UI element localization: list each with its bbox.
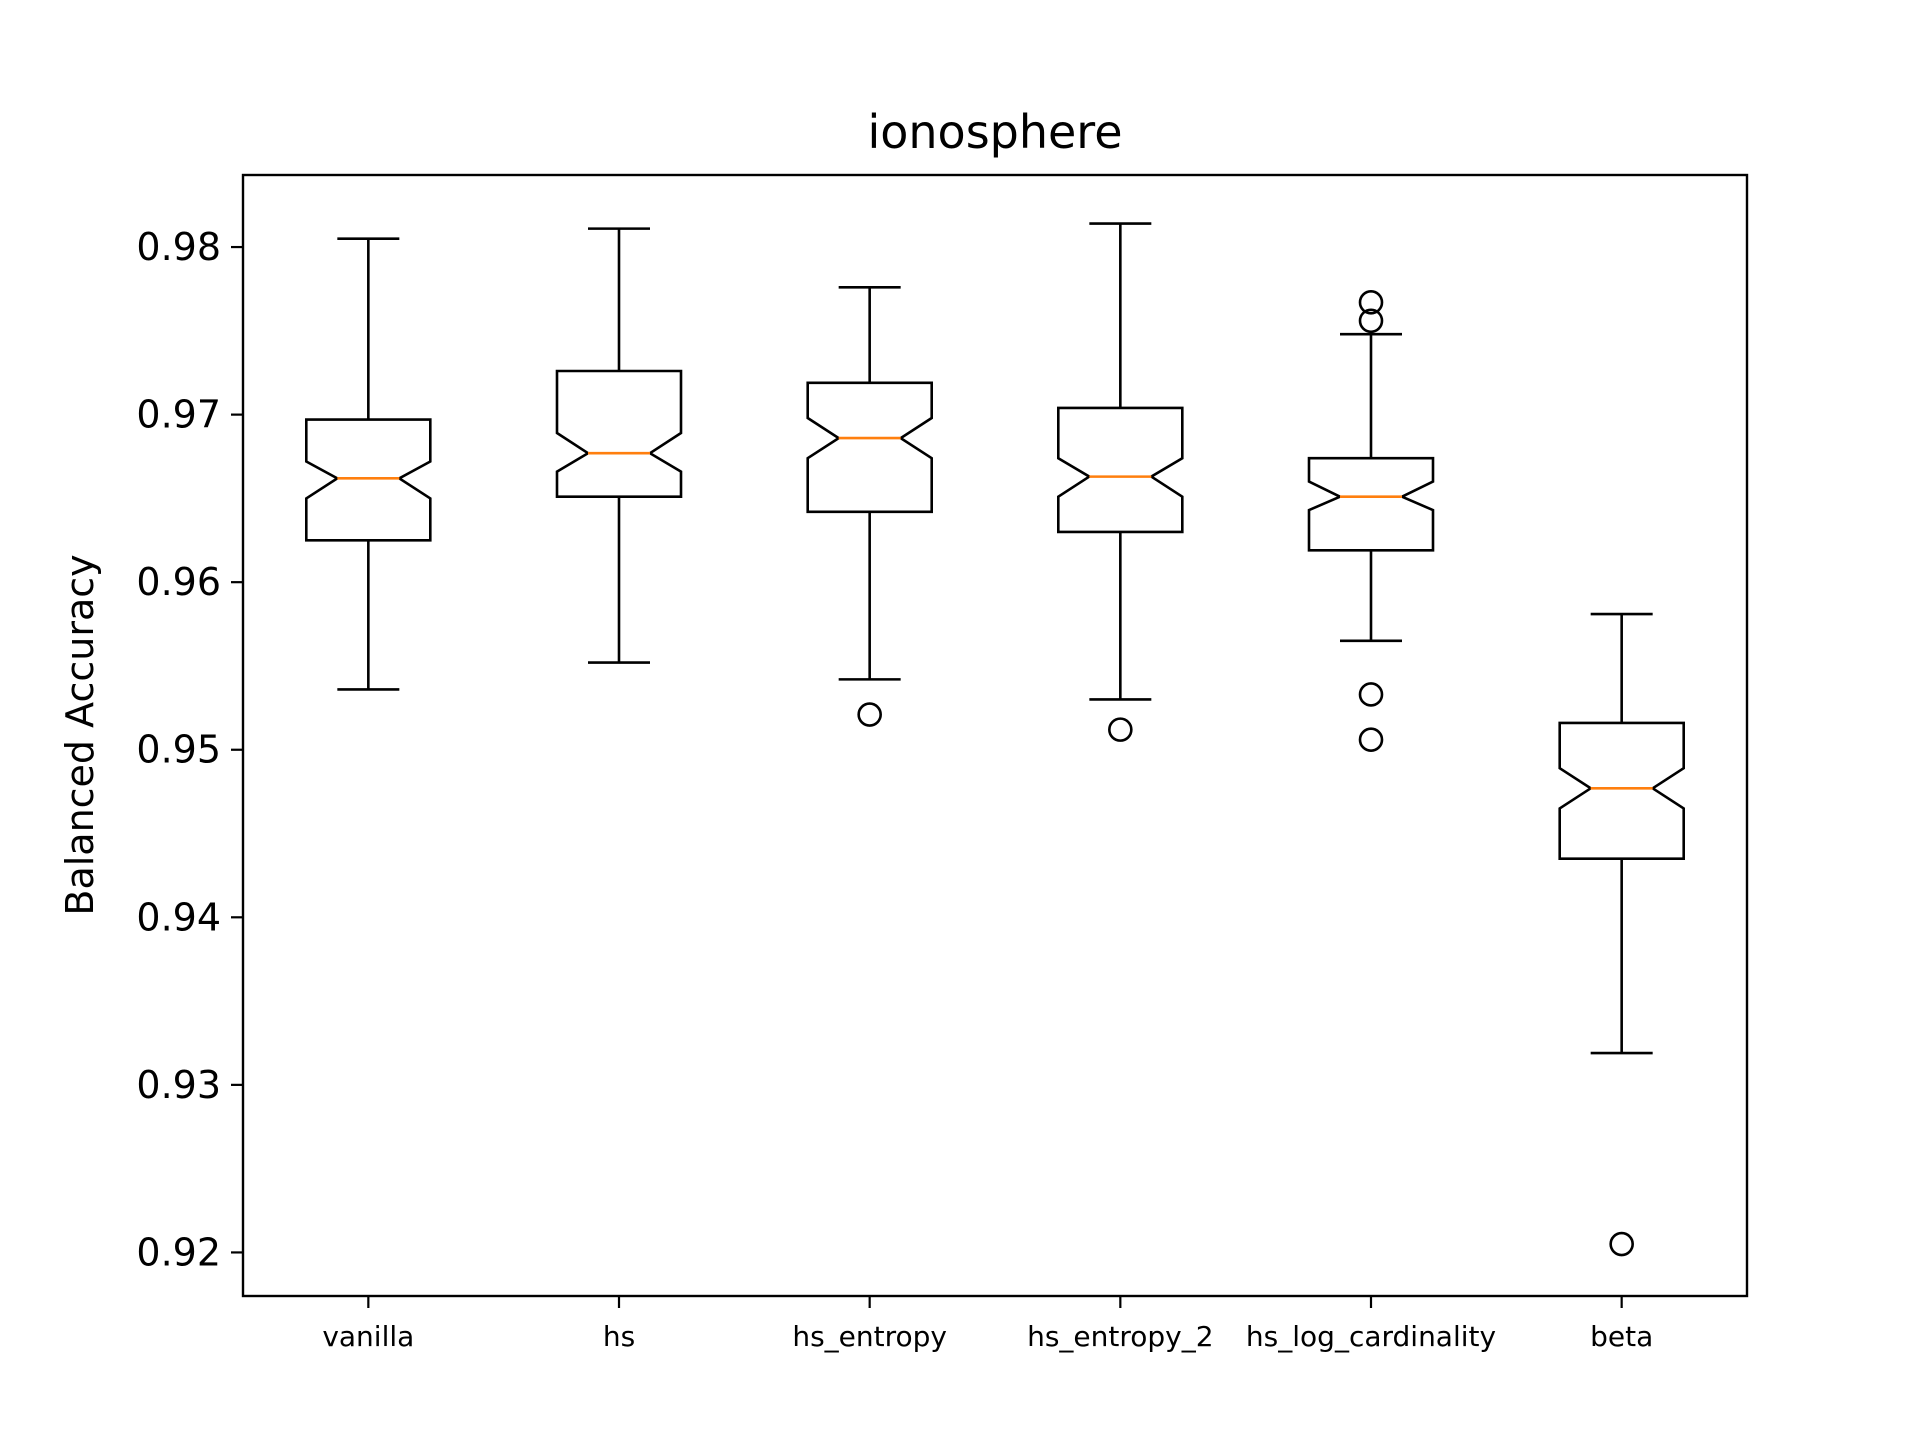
box-series <box>304 222 1685 1257</box>
x-tick-label: hs <box>603 1320 635 1353</box>
outlier-point <box>1358 727 1384 752</box>
box-body <box>555 369 683 499</box>
plot-frame <box>241 173 1749 1298</box>
box-body <box>1057 406 1184 534</box>
box-body <box>304 418 432 542</box>
y-axis-label: Balanced Accuracy <box>58 554 102 915</box>
outlier-point <box>857 702 882 727</box>
y-tick-label: 0.96 <box>136 560 221 604</box>
outlier-point <box>1358 290 1384 315</box>
y-tick-label: 0.94 <box>136 895 221 939</box>
box-hs_entropy <box>806 285 934 727</box>
x-tick-label: beta <box>1590 1320 1653 1353</box>
axis-ticks: 0.92 0.93 0.94 0.95 0.96 0.97 0.98 vanilla hs hs_… <box>136 225 1653 1353</box>
box-hs_entropy_2 <box>1057 222 1184 742</box>
outlier-point <box>1108 717 1133 742</box>
box-body <box>806 381 934 514</box>
y-tick-label: 0.93 <box>136 1063 221 1107</box>
outlier-point <box>1609 1231 1634 1257</box>
y-tick-label: 0.97 <box>136 393 221 437</box>
x-tick-label: hs_log_cardinality <box>1246 1320 1496 1353</box>
box-vanilla <box>304 237 432 691</box>
box-body <box>1307 456 1435 552</box>
chart-title: ionosphere <box>867 105 1122 159</box>
box-body <box>1558 721 1685 861</box>
y-tick-label: 0.95 <box>136 728 221 772</box>
box-beta <box>1558 612 1685 1257</box>
y-tick-label: 0.98 <box>136 225 221 269</box>
x-tick-label: hs_entropy_2 <box>1027 1320 1213 1353</box>
outlier-point <box>1358 308 1384 334</box>
x-tick-label: vanilla <box>322 1320 414 1353</box>
box-hs <box>555 227 683 664</box>
y-tick-label: 0.92 <box>136 1230 221 1274</box>
box-hs_log_cardinality <box>1307 290 1435 752</box>
x-tick-label: hs_entropy <box>792 1320 947 1353</box>
outlier-point <box>1358 682 1384 707</box>
